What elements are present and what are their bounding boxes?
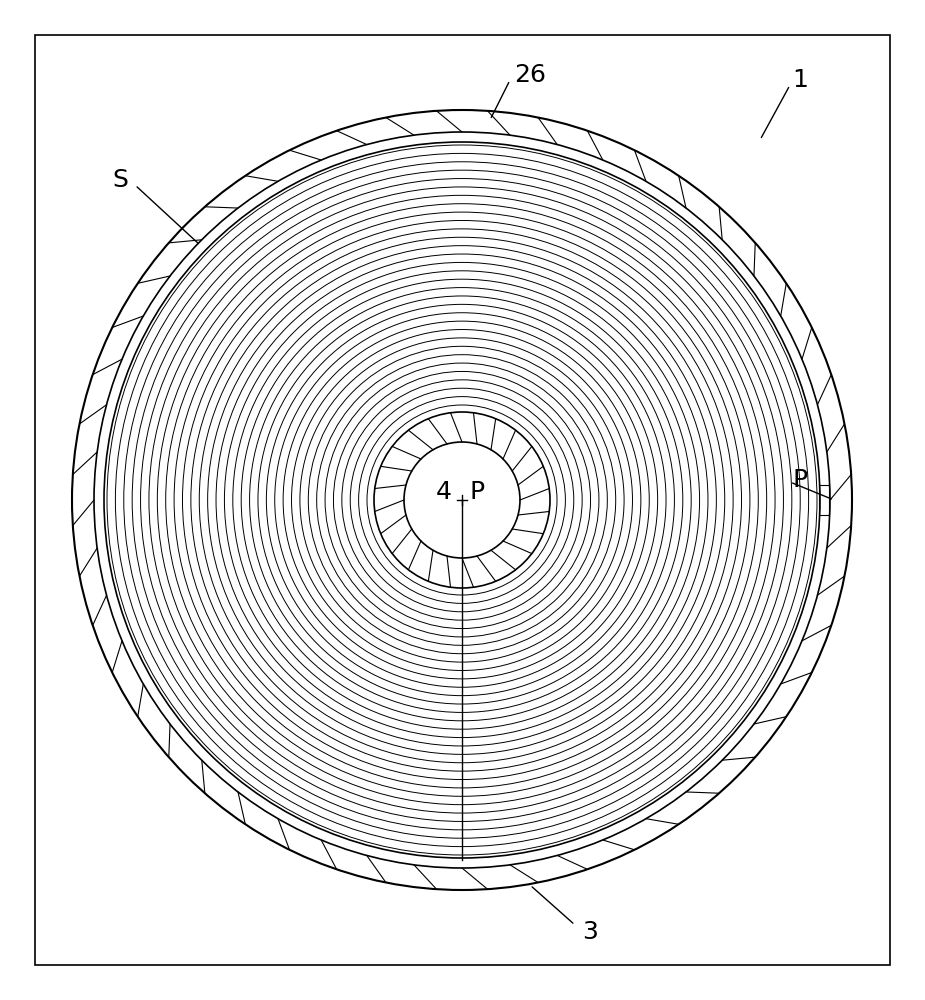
Text: P: P [470,480,485,504]
Text: 4: 4 [436,480,452,504]
Text: 3: 3 [582,920,598,944]
Text: S: S [112,168,128,192]
Circle shape [404,442,520,558]
Text: P: P [793,468,808,492]
Text: 1: 1 [792,68,808,92]
Bar [819,485,829,515]
Text: 26: 26 [514,63,546,87]
